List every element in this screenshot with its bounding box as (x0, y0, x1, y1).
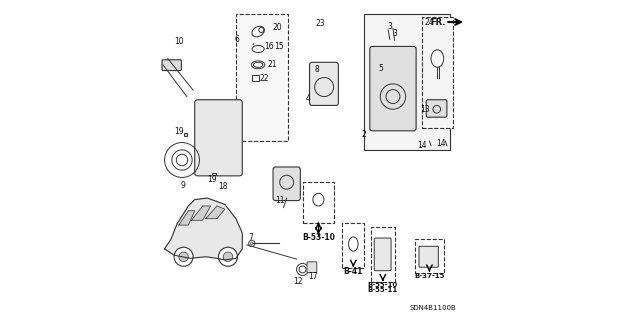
Text: 5: 5 (378, 63, 383, 73)
Text: 14: 14 (418, 141, 428, 150)
Text: 11: 11 (276, 196, 285, 205)
Text: 23: 23 (315, 19, 325, 28)
Circle shape (248, 240, 255, 247)
Text: 22: 22 (260, 74, 269, 83)
Bar (415, 239, 444, 273)
Text: B-37-15: B-37-15 (414, 273, 445, 279)
Text: 13: 13 (420, 105, 430, 114)
Text: 19: 19 (207, 174, 217, 184)
Circle shape (179, 252, 188, 261)
Text: B-55-11: B-55-11 (368, 287, 398, 293)
Bar (364, 14, 450, 150)
Text: 3: 3 (387, 22, 392, 31)
Polygon shape (179, 211, 195, 225)
Text: 7: 7 (249, 233, 253, 242)
FancyBboxPatch shape (419, 246, 438, 267)
Bar (303, 182, 334, 223)
Text: 2: 2 (361, 130, 366, 139)
Text: 9: 9 (180, 181, 186, 190)
Text: SDN4B1100B: SDN4B1100B (410, 305, 456, 310)
Text: 8: 8 (314, 65, 319, 74)
Text: 4: 4 (305, 94, 310, 103)
Text: 24: 24 (424, 18, 435, 27)
Polygon shape (164, 198, 243, 260)
Circle shape (250, 242, 253, 245)
Circle shape (223, 252, 233, 261)
Text: 6: 6 (234, 35, 239, 44)
Text: 14: 14 (436, 139, 446, 148)
Circle shape (174, 247, 193, 266)
Polygon shape (191, 206, 211, 220)
Text: 15: 15 (274, 42, 284, 51)
Text: FR.: FR. (430, 18, 445, 27)
FancyBboxPatch shape (273, 167, 300, 201)
Bar (422, 17, 453, 128)
Text: 12: 12 (293, 277, 303, 286)
Text: 17: 17 (308, 272, 318, 281)
Text: B-53-10: B-53-10 (302, 233, 335, 242)
Text: 21: 21 (267, 60, 276, 69)
FancyBboxPatch shape (307, 262, 317, 273)
Bar (371, 227, 394, 282)
FancyBboxPatch shape (236, 14, 288, 141)
Text: 16: 16 (264, 42, 273, 51)
FancyBboxPatch shape (370, 46, 416, 131)
Text: B-41: B-41 (344, 267, 363, 276)
FancyBboxPatch shape (374, 238, 391, 271)
FancyBboxPatch shape (162, 60, 181, 70)
Text: 10: 10 (174, 36, 184, 45)
Text: 19: 19 (174, 127, 184, 136)
Circle shape (218, 247, 237, 266)
Bar (212, 173, 216, 175)
Bar (184, 133, 188, 136)
Text: 3: 3 (392, 28, 397, 38)
Text: B-55-10: B-55-10 (368, 282, 398, 288)
FancyBboxPatch shape (426, 100, 447, 117)
Polygon shape (206, 206, 225, 219)
Bar (342, 223, 364, 268)
Text: 20: 20 (273, 23, 282, 32)
FancyBboxPatch shape (195, 100, 243, 176)
Text: 18: 18 (218, 182, 228, 191)
Bar (252, 75, 259, 81)
FancyBboxPatch shape (310, 62, 339, 105)
